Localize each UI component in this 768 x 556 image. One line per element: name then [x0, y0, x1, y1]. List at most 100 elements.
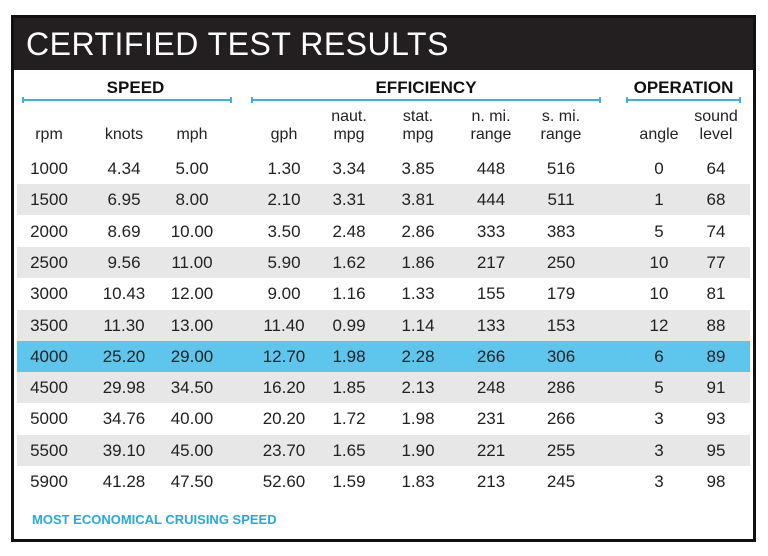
cell-gph: 16.20: [262, 378, 306, 398]
cell-stat-mpg: 1.14: [401, 315, 435, 335]
cell-mph: 10.00: [170, 221, 214, 241]
cell-mph: 40.00: [170, 409, 214, 429]
cell-smi-range: 286: [546, 378, 576, 398]
header-sound-level: sound level: [686, 108, 746, 144]
cell-stat-mpg: 2.13: [401, 378, 435, 398]
header-line: s. mi.: [541, 108, 581, 125]
cell-nmi-range: 213: [476, 472, 506, 491]
header-line: level: [699, 126, 733, 143]
cell-angle: 1: [654, 190, 664, 210]
header-line: mpg: [333, 126, 365, 143]
table-row: 2000 8.69 10.00 3.50 2.48 2.86 333 383 5 74: [17, 216, 750, 247]
cell-stat-mpg: 1.83: [401, 472, 435, 491]
cell-angle: 10: [649, 284, 669, 304]
header-gph: gph: [254, 126, 314, 144]
header-line: range: [540, 126, 582, 143]
cell-rpm: 5900: [30, 472, 68, 491]
cell-stat-mpg: 1.90: [401, 440, 435, 460]
cell-naut-mpg: 3.34: [332, 159, 366, 178]
table-row: 4500 29.98 34.50 16.20 1.85 2.13 248 286 5 91: [17, 372, 750, 404]
cell-sound-level: 81: [706, 284, 726, 304]
cell-smi-range: 266: [546, 409, 576, 429]
page-title: CERTIFIED TEST RESULTS: [26, 26, 449, 62]
cell-stat-mpg: 1.33: [401, 284, 435, 304]
cell-naut-mpg: 1.65: [332, 440, 366, 460]
cell-smi-range: 250: [546, 252, 576, 272]
cell-gph: 12.70: [262, 346, 306, 366]
cell-sound-level: 64: [706, 159, 726, 178]
cell-mph: 8.00: [175, 190, 209, 210]
cell-mph: 29.00: [170, 346, 214, 366]
cell-stat-mpg: 2.86: [401, 221, 435, 241]
cell-nmi-range: 448: [476, 159, 506, 178]
cell-angle: 6: [654, 346, 664, 366]
cell-stat-mpg: 1.86: [401, 252, 435, 272]
cell-nmi-range: 231: [476, 409, 506, 429]
header-line: naut.: [331, 108, 367, 125]
group-efficiency-bracket: [251, 97, 601, 103]
cell-sound-level: 68: [706, 190, 726, 210]
group-speed-bracket: [22, 97, 232, 103]
header-rpm: rpm: [19, 126, 79, 144]
cell-naut-mpg: 1.85: [332, 378, 366, 398]
cell-naut-mpg: 1.16: [332, 284, 366, 304]
cell-gph: 1.30: [267, 159, 301, 178]
cell-rpm: 3000: [30, 284, 68, 304]
header-line: mpg: [402, 126, 434, 143]
cell-knots: 9.56: [107, 252, 141, 272]
header-line: n. mi.: [471, 108, 511, 125]
cell-sound-level: 98: [706, 472, 726, 491]
cell-naut-mpg: 3.31: [332, 190, 366, 210]
header-knots: knots: [94, 126, 154, 144]
cell-smi-range: 383: [546, 221, 576, 241]
cell-nmi-range: 248: [476, 378, 506, 398]
cell-knots: 25.20: [102, 346, 146, 366]
cell-knots: 10.43: [102, 284, 146, 304]
cell-mph: 11.00: [171, 252, 213, 272]
cell-knots: 6.95: [107, 190, 141, 210]
header-stat-mpg: stat. mpg: [388, 108, 448, 144]
cell-nmi-range: 217: [476, 252, 506, 272]
header-line: knots: [104, 126, 144, 143]
table-row: 2500 9.56 11.00 5.90 1.62 1.86 217 250 10 77: [17, 246, 750, 278]
cell-smi-range: 255: [546, 440, 576, 460]
results-table-card: CERTIFIED TEST RESULTS SPEED EFFICIENCY …: [11, 15, 756, 542]
table-row-highlight: 4000 25.20 29.00 12.70 1.98 2.28 266 306 6 89: [17, 340, 750, 372]
header-line: mph: [176, 126, 208, 143]
cell-sound-level: 91: [706, 378, 726, 398]
cell-stat-mpg: 3.85: [401, 159, 435, 178]
header-mph: mph: [162, 126, 222, 144]
header-nmi-range: n. mi. range: [461, 108, 521, 144]
table-row: 3000 10.43 12.00 9.00 1.16 1.33 155 179 10 81: [17, 278, 750, 309]
cell-mph: 34.50: [170, 378, 214, 398]
cell-rpm: 5500: [30, 440, 68, 460]
cell-angle: 5: [654, 378, 664, 398]
cell-rpm: 4500: [30, 378, 68, 398]
cell-stat-mpg: 2.28: [401, 346, 435, 366]
cell-gph: 23.70: [262, 440, 306, 460]
cell-smi-range: 511: [547, 190, 575, 210]
cell-naut-mpg: 1.98: [332, 346, 366, 366]
cell-nmi-range: 221: [476, 440, 506, 460]
cell-nmi-range: 155: [476, 284, 506, 304]
cell-rpm: 5000: [30, 409, 68, 429]
cell-knots: 41.28: [102, 472, 146, 491]
cell-knots: 39.10: [102, 440, 146, 460]
title-bar: CERTIFIED TEST RESULTS: [14, 18, 753, 70]
cell-rpm: 1500: [30, 190, 68, 210]
header-line: stat.: [402, 108, 434, 125]
cell-gph: 52.60: [262, 472, 306, 491]
table-row: 3500 11.30 13.00 11.40 0.99 1.14 133 153 12 88: [17, 309, 750, 341]
cell-gph: 5.90: [267, 252, 301, 272]
cell-angle: 0: [654, 159, 664, 178]
cell-mph: 12.00: [170, 284, 214, 304]
cell-knots: 4.34: [107, 159, 141, 178]
cell-naut-mpg: 1.72: [332, 409, 366, 429]
table-row: 1500 6.95 8.00 2.10 3.31 3.81 444 511 1 68: [17, 184, 750, 216]
cell-knots: 29.98: [102, 378, 146, 398]
cell-stat-mpg: 3.81: [401, 190, 435, 210]
footnote: MOST ECONOMICAL CRUISING SPEED: [32, 512, 277, 527]
cell-knots: 34.76: [102, 409, 146, 429]
cell-rpm: 3500: [30, 315, 68, 335]
cell-knots: 8.69: [107, 221, 141, 241]
